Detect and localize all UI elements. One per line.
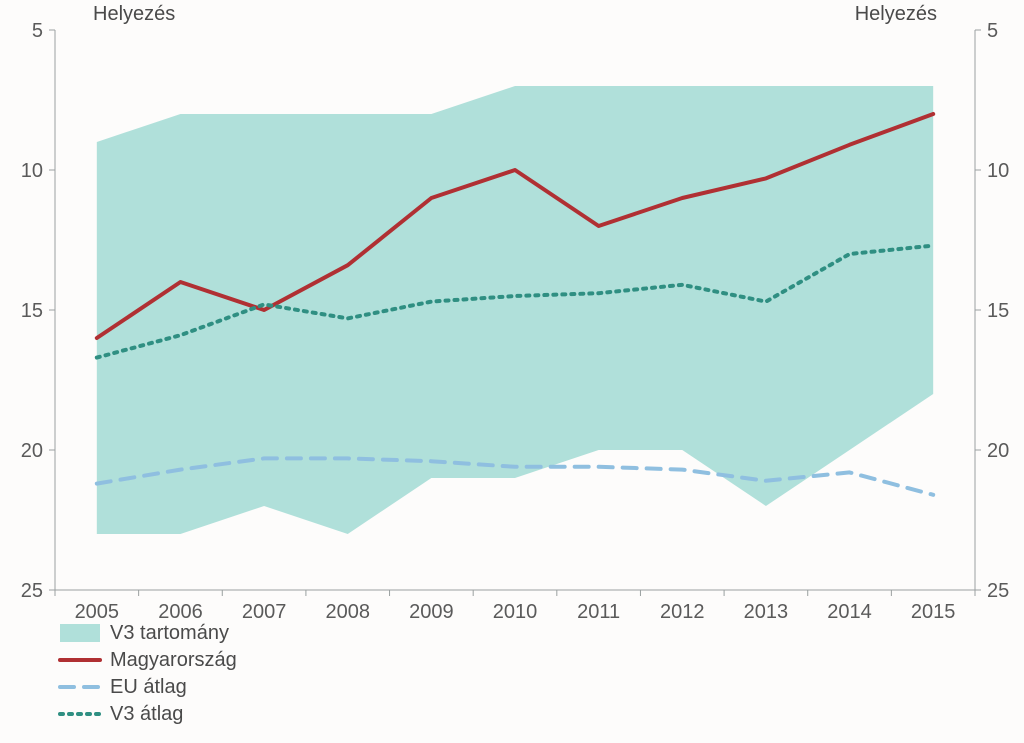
svg-text:15: 15 (21, 300, 43, 322)
svg-text:2014: 2014 (827, 601, 872, 623)
svg-text:20: 20 (987, 440, 1009, 462)
svg-text:2007: 2007 (242, 601, 287, 623)
svg-text:10: 10 (987, 160, 1009, 182)
legend-label: Magyarország (110, 649, 237, 671)
svg-text:2013: 2013 (744, 601, 789, 623)
y-axis-title-right: Helyezés (855, 3, 937, 25)
svg-text:2008: 2008 (325, 601, 370, 623)
chart-container: 5 5 10 10 15 15 20 20 25 25 Helyezés Helyezés 2005 20… (0, 0, 1024, 743)
svg-text:2015: 2015 (911, 601, 956, 623)
legend-label: EU átlag (110, 676, 187, 698)
svg-text:2006: 2006 (158, 601, 203, 623)
svg-text:2012: 2012 (660, 601, 705, 623)
svg-text:2011: 2011 (577, 601, 620, 623)
y-axis-title-left: Helyezés (93, 3, 175, 25)
svg-text:20: 20 (21, 440, 43, 462)
legend-label: V3 átlag (110, 703, 183, 725)
svg-text:5: 5 (32, 20, 43, 42)
chart-svg: 5 5 10 10 15 15 20 20 25 25 Helyezés Helyezés 2005 20… (0, 0, 1024, 743)
legend-swatch-band (60, 624, 100, 642)
svg-text:2005: 2005 (75, 601, 120, 623)
svg-text:25: 25 (21, 580, 43, 602)
svg-text:10: 10 (21, 160, 43, 182)
svg-text:2009: 2009 (409, 601, 454, 623)
svg-text:5: 5 (987, 20, 998, 42)
svg-text:15: 15 (987, 300, 1009, 322)
svg-text:25: 25 (987, 580, 1009, 602)
svg-text:2010: 2010 (493, 601, 538, 623)
legend-label: V3 tartomány (110, 622, 229, 644)
